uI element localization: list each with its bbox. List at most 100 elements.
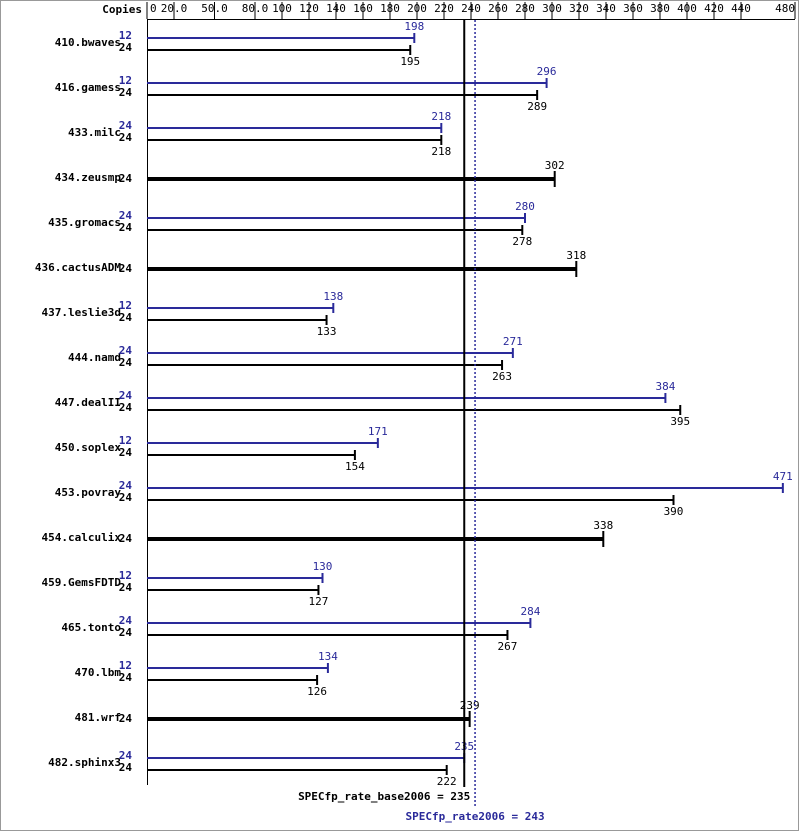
value-label: 318 xyxy=(566,249,586,262)
value-label: 218 xyxy=(431,110,451,123)
copies-label: 12 xyxy=(119,434,132,447)
copies-label: 24 xyxy=(119,119,133,132)
copies-label: 24 xyxy=(119,41,133,54)
x-tick-label: 200 xyxy=(407,2,427,15)
value-label: 296 xyxy=(537,65,557,78)
bar xyxy=(147,352,513,354)
bar xyxy=(147,634,508,636)
x-tick-label: 360 xyxy=(623,2,643,15)
value-label: 284 xyxy=(520,605,540,618)
x-tick-label: 400 xyxy=(677,2,697,15)
copies-header: Copies xyxy=(102,3,142,16)
x-tick-label: 320 xyxy=(569,2,589,15)
copies-label: 24 xyxy=(119,311,133,324)
category-label: 465.tonto xyxy=(61,621,121,634)
x-tick-label: 180 xyxy=(380,2,400,15)
copies-label: 24 xyxy=(119,532,133,545)
bar xyxy=(147,589,319,591)
copies-label: 24 xyxy=(119,626,133,639)
bar xyxy=(147,127,442,129)
value-label: 218 xyxy=(431,145,451,158)
copies-label: 24 xyxy=(119,446,133,459)
value-label: 395 xyxy=(670,415,690,428)
bar xyxy=(147,319,327,321)
x-tick-label: 160 xyxy=(353,2,373,15)
copies-label: 24 xyxy=(119,209,133,222)
value-label: 267 xyxy=(498,640,518,653)
copies-label: 24 xyxy=(119,344,133,357)
copies-label: 24 xyxy=(119,712,133,725)
x-tick-label: 340 xyxy=(596,2,616,15)
value-label: 195 xyxy=(400,55,420,68)
x-tick-label: 280 xyxy=(515,2,535,15)
bar xyxy=(147,49,411,51)
value-label: 278 xyxy=(512,235,532,248)
bar xyxy=(147,442,378,444)
category-label: 450.soplex xyxy=(55,441,122,454)
value-label: 198 xyxy=(404,20,424,33)
value-label: 471 xyxy=(773,470,793,483)
category-label: 444.namd xyxy=(68,351,121,364)
value-label: 263 xyxy=(492,370,512,383)
copies-label: 24 xyxy=(119,221,133,234)
bar xyxy=(147,717,470,721)
copies-label: 24 xyxy=(119,749,133,762)
copies-label: 24 xyxy=(119,262,133,275)
x-tick-label: 480 xyxy=(775,2,795,15)
value-label: 171 xyxy=(368,425,388,438)
bar xyxy=(147,82,547,84)
value-label: 271 xyxy=(503,335,523,348)
copies-label: 24 xyxy=(119,479,133,492)
value-label: 384 xyxy=(655,380,675,393)
x-tick-label: 380 xyxy=(650,2,670,15)
value-label: 138 xyxy=(323,290,343,303)
x-tick-label: 440 xyxy=(731,2,751,15)
copies-label: 24 xyxy=(119,581,133,594)
copies-label: 24 xyxy=(119,86,133,99)
bar xyxy=(147,37,415,39)
x-tick-label: 240 xyxy=(461,2,481,15)
category-label: 453.povray xyxy=(55,486,122,499)
bar xyxy=(147,537,604,541)
x-tick-label: 50.0 xyxy=(201,2,228,15)
value-label: 302 xyxy=(545,159,565,172)
bar xyxy=(147,667,328,669)
reference-label: SPECfp_rate_base2006 = 235 xyxy=(298,790,470,803)
bar xyxy=(147,397,666,399)
value-label: 239 xyxy=(460,699,480,712)
value-label: 280 xyxy=(515,200,535,213)
bar xyxy=(147,577,323,579)
value-label: 289 xyxy=(527,100,547,113)
bar xyxy=(147,94,538,96)
x-tick-label: 120 xyxy=(299,2,319,15)
value-label: 130 xyxy=(313,560,333,573)
value-label: 154 xyxy=(345,460,365,473)
reference-label: SPECfp_rate2006 = 243 xyxy=(406,810,545,823)
x-tick-label: 80.0 xyxy=(242,2,269,15)
bar xyxy=(147,622,531,624)
x-tick-label: 220 xyxy=(434,2,454,15)
copies-label: 24 xyxy=(119,356,133,369)
copies-label: 12 xyxy=(119,659,132,672)
bar xyxy=(147,454,355,456)
category-label: 416.gamess xyxy=(55,81,121,94)
category-label: 470.lbm xyxy=(75,666,122,679)
bar xyxy=(147,769,447,771)
bar xyxy=(147,177,555,181)
copies-label: 24 xyxy=(119,172,133,185)
copies-label: 24 xyxy=(119,614,133,627)
bar xyxy=(147,679,318,681)
copies-label: 12 xyxy=(119,569,132,582)
value-label: 390 xyxy=(664,505,684,518)
category-label: 437.leslie3d xyxy=(42,306,121,319)
value-label: 134 xyxy=(318,650,338,663)
bar xyxy=(147,217,525,219)
category-label: 436.cactusADM xyxy=(35,261,121,274)
copies-label: 12 xyxy=(119,74,132,87)
x-tick-label: 100 xyxy=(272,2,292,15)
bar xyxy=(147,757,465,759)
category-label: 435.gromacs xyxy=(48,216,121,229)
x-tick-label: 0 xyxy=(150,2,157,15)
bar xyxy=(147,307,334,309)
